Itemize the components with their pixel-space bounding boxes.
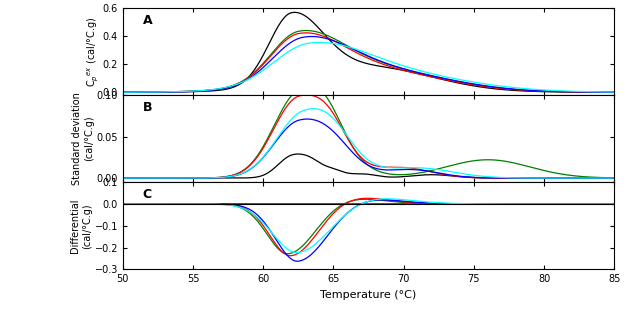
Y-axis label: Differential
(cal/°C.g): Differential (cal/°C.g) <box>70 198 92 253</box>
Text: B: B <box>142 101 152 114</box>
X-axis label: Temperature (°C): Temperature (°C) <box>321 290 416 300</box>
Y-axis label: C$_p$$^{ex}$ (cal/°C.g): C$_p$$^{ex}$ (cal/°C.g) <box>85 16 100 87</box>
Text: C: C <box>142 188 152 201</box>
Y-axis label: Standard deviation
(cal/°C.g): Standard deviation (cal/°C.g) <box>72 92 94 185</box>
Text: A: A <box>142 14 152 27</box>
